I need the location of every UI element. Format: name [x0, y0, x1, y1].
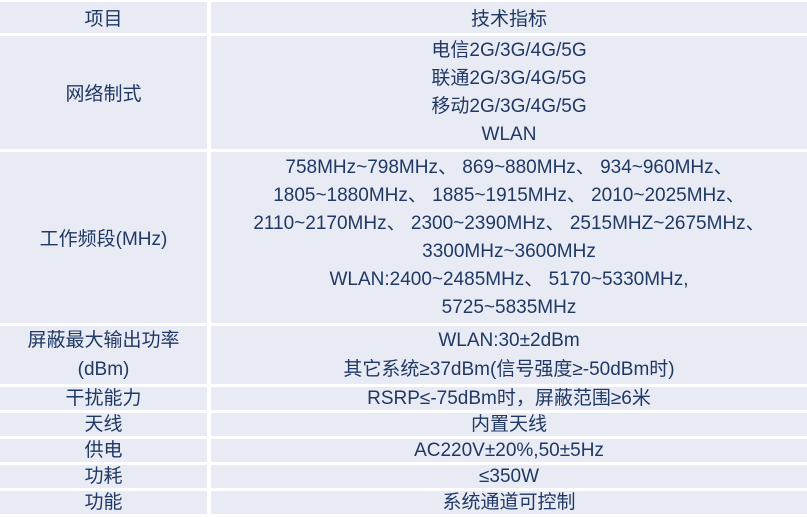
- column-header-spec: 技术指标: [211, 2, 807, 33]
- column-header-item: 项目: [0, 2, 207, 33]
- spec-cell: AC220V±20%,50±5Hz: [211, 439, 807, 462]
- spec-line: 电信2G/3G/4G/5G: [431, 39, 587, 61]
- item-cell: 网络制式: [0, 36, 207, 149]
- item-label: 供电: [84, 440, 123, 461]
- spec-line: 1805~1880MHz、 1885~1915MHz、 2010~2025MHz…: [273, 184, 745, 206]
- item-label: 功能: [84, 492, 123, 513]
- item-label: 工作频段(MHz): [39, 229, 168, 250]
- spec-cell: 系统通道可控制: [211, 491, 807, 514]
- item-cell: 干扰能力: [0, 387, 207, 410]
- table-row-antenna: 天线 内置天线: [0, 413, 807, 436]
- item-cell: 功能: [0, 491, 207, 514]
- item-label: (dBm): [77, 359, 130, 380]
- spec-line: WLAN:30±2dBm: [438, 330, 580, 351]
- item-label: 网络制式: [65, 84, 142, 105]
- table-row-max-output-power: 屏蔽最大输出功率 (dBm) WLAN:30±2dBm 其它系统≥37dBm(信…: [0, 326, 807, 384]
- table-row-power-consumption: 功耗 ≤350W: [0, 465, 807, 488]
- spec-line: 内置天线: [470, 414, 547, 435]
- item-cell: 天线: [0, 413, 207, 436]
- spec-cell: 内置天线: [211, 413, 807, 436]
- item-label: 屏蔽最大输出功率: [27, 330, 180, 351]
- table-row-frequency-bands: 工作频段(MHz) 758MHz~798MHz、 869~880MHz、 934…: [0, 152, 807, 323]
- spec-line: AC220V±20%,50±5Hz: [414, 440, 604, 461]
- table-header-row: 项目 技术指标: [0, 2, 807, 33]
- spec-line: WLAN:2400~2485MHz、 5170~5330MHz,: [329, 268, 689, 290]
- spec-line: 3300MHz~3600MHz: [422, 240, 596, 262]
- table-row-interference: 干扰能力 RSRP≤-75dBm时，屏蔽范围≥6米: [0, 387, 807, 410]
- spec-cell: 电信2G/3G/4G/5G 联通2G/3G/4G/5G 移动2G/3G/4G/5…: [211, 36, 807, 149]
- spec-line: 联通2G/3G/4G/5G: [431, 67, 587, 89]
- spec-line: WLAN: [481, 123, 537, 145]
- spec-cell: WLAN:30±2dBm 其它系统≥37dBm(信号强度≥-50dBm时): [211, 326, 807, 384]
- item-cell: 供电: [0, 439, 207, 462]
- item-cell: 屏蔽最大输出功率 (dBm): [0, 326, 207, 384]
- spec-line: 5725~5835MHz: [441, 296, 577, 318]
- table-row-network-type: 网络制式 电信2G/3G/4G/5G 联通2G/3G/4G/5G 移动2G/3G…: [0, 36, 807, 149]
- table-row-power-supply: 供电 AC220V±20%,50±5Hz: [0, 439, 807, 462]
- spec-cell: ≤350W: [211, 465, 807, 488]
- item-label: 干扰能力: [65, 388, 142, 409]
- spec-cell: RSRP≤-75dBm时，屏蔽范围≥6米: [211, 387, 807, 410]
- item-cell: 工作频段(MHz): [0, 152, 207, 323]
- column-header-item-label: 项目: [84, 9, 123, 30]
- column-header-spec-label: 技术指标: [470, 9, 547, 30]
- item-label: 功耗: [84, 466, 123, 487]
- spec-line: 移动2G/3G/4G/5G: [431, 95, 587, 117]
- item-cell: 功耗: [0, 465, 207, 488]
- table-row-function: 功能 系统通道可控制: [0, 491, 807, 514]
- spec-cell: 758MHz~798MHz、 869~880MHz、 934~960MHz、 1…: [211, 152, 807, 323]
- spec-line: 其它系统≥37dBm(信号强度≥-50dBm时): [343, 359, 675, 380]
- spec-line: 2110~2170MHz、 2300~2390MHz、 2515MHZ~2675…: [253, 212, 765, 234]
- spec-line: RSRP≤-75dBm时，屏蔽范围≥6米: [367, 388, 651, 409]
- spec-line: 系统通道可控制: [442, 492, 576, 513]
- spec-line: 758MHz~798MHz、 869~880MHz、 934~960MHz、: [285, 156, 733, 178]
- spec-line: ≤350W: [478, 466, 540, 487]
- item-label: 天线: [84, 414, 123, 435]
